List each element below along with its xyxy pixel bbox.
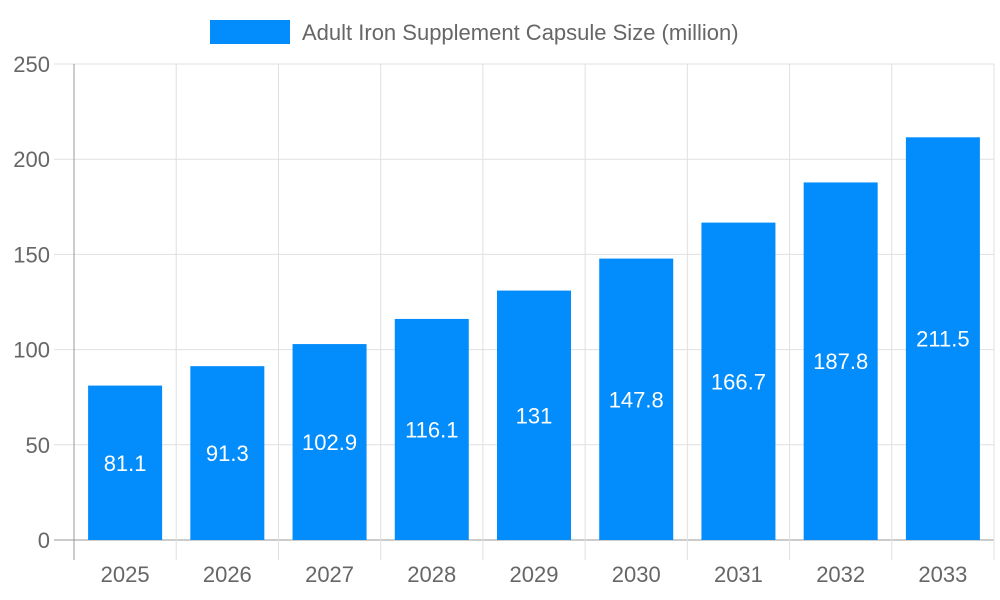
axes: 0 50 100 150 200 250 2025 2026 2027 2028 2029 2030 2… bbox=[13, 52, 967, 587]
data-label: 102.9 bbox=[302, 430, 357, 455]
x-tick-label: 2033 bbox=[918, 562, 967, 587]
bar-2032 bbox=[803, 182, 878, 540]
x-tick-label: 2029 bbox=[510, 562, 559, 587]
bar-2033 bbox=[905, 137, 980, 540]
x-tick-label: 2026 bbox=[203, 562, 252, 587]
data-label: 166.7 bbox=[711, 369, 766, 394]
x-tick-label: 2030 bbox=[612, 562, 661, 587]
data-label: 187.8 bbox=[813, 349, 868, 374]
bars: 81.1 91.3 102.9 116.1 131 147.8 166.7 187.8 211.… bbox=[88, 137, 980, 540]
data-label: 147.8 bbox=[609, 387, 664, 412]
legend[interactable]: Adult Iron Supplement Capsule Size (mill… bbox=[210, 20, 739, 45]
y-tick-label: 50 bbox=[26, 433, 50, 458]
y-tick-label: 200 bbox=[13, 147, 50, 172]
y-tick-label: 250 bbox=[13, 52, 50, 77]
legend-swatch bbox=[210, 20, 290, 44]
y-tick-label: 150 bbox=[13, 242, 50, 267]
data-label: 91.3 bbox=[206, 441, 249, 466]
data-label: 211.5 bbox=[916, 327, 969, 352]
bar-2027 bbox=[292, 344, 367, 540]
bar-2026 bbox=[190, 366, 265, 540]
legend-label: Adult Iron Supplement Capsule Size (mill… bbox=[302, 20, 739, 45]
x-tick-label: 2027 bbox=[305, 562, 354, 587]
bar-2028 bbox=[394, 318, 469, 540]
data-label: 131 bbox=[516, 403, 553, 428]
x-tick-label: 2025 bbox=[101, 562, 150, 587]
x-tick-label: 2028 bbox=[407, 562, 456, 587]
x-tick-label: 2032 bbox=[816, 562, 865, 587]
data-label: 116.1 bbox=[405, 417, 458, 442]
bar-2029 bbox=[497, 290, 571, 540]
y-tick-label: 0 bbox=[38, 528, 50, 553]
gridlines bbox=[54, 63, 995, 560]
bar-2025 bbox=[88, 385, 163, 540]
data-label: 81.1 bbox=[104, 451, 147, 476]
bar-2030 bbox=[599, 258, 674, 540]
bar-2031 bbox=[701, 222, 776, 540]
y-tick-label: 100 bbox=[13, 338, 50, 363]
x-tick-label: 2031 bbox=[714, 562, 763, 587]
